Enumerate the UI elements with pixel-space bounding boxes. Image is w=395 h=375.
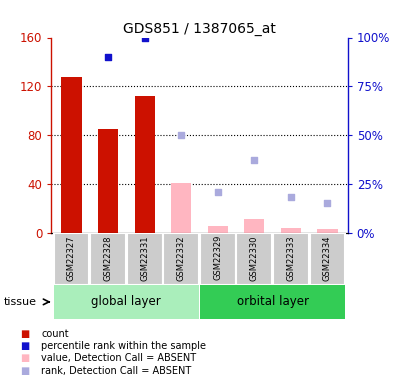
- Point: [178, 132, 184, 138]
- Text: orbital layer: orbital layer: [237, 296, 308, 308]
- Point: [214, 189, 221, 195]
- Text: ■: ■: [20, 329, 29, 339]
- Bar: [171, 183, 191, 232]
- Title: GDS851 / 1387065_at: GDS851 / 1387065_at: [123, 22, 276, 36]
- Bar: [273, 232, 309, 285]
- Text: count: count: [41, 329, 69, 339]
- Bar: [208, 226, 228, 232]
- Point: [251, 158, 258, 164]
- Bar: [200, 232, 236, 285]
- Text: global layer: global layer: [92, 296, 161, 308]
- Text: tissue: tissue: [4, 297, 37, 307]
- Text: ■: ■: [20, 366, 29, 375]
- Text: GSM22329: GSM22329: [213, 235, 222, 280]
- Point: [68, 9, 75, 15]
- Text: GSM22331: GSM22331: [140, 235, 149, 280]
- Text: ■: ■: [20, 341, 29, 351]
- Text: GSM22327: GSM22327: [67, 235, 76, 280]
- Text: rank, Detection Call = ABSENT: rank, Detection Call = ABSENT: [41, 366, 192, 375]
- Bar: [90, 232, 126, 285]
- Point: [324, 200, 331, 206]
- Text: ■: ■: [20, 354, 29, 363]
- Text: value, Detection Call = ABSENT: value, Detection Call = ABSENT: [41, 354, 197, 363]
- Point: [105, 54, 111, 60]
- Point: [288, 194, 294, 200]
- Text: GSM22334: GSM22334: [323, 235, 332, 280]
- Bar: [200, 285, 345, 319]
- Text: percentile rank within the sample: percentile rank within the sample: [41, 341, 207, 351]
- Text: GSM22328: GSM22328: [103, 235, 113, 280]
- Bar: [127, 232, 162, 285]
- Bar: [163, 232, 199, 285]
- Text: GSM22330: GSM22330: [250, 235, 259, 280]
- Bar: [318, 229, 338, 232]
- Bar: [98, 129, 118, 232]
- Bar: [135, 96, 155, 232]
- Bar: [244, 219, 264, 232]
- Bar: [281, 228, 301, 232]
- Bar: [61, 76, 81, 232]
- Bar: [54, 232, 89, 285]
- Bar: [54, 285, 199, 319]
- Bar: [237, 232, 272, 285]
- Text: GSM22332: GSM22332: [177, 235, 186, 280]
- Text: GSM22333: GSM22333: [286, 235, 295, 281]
- Point: [141, 34, 148, 40]
- Bar: [310, 232, 345, 285]
